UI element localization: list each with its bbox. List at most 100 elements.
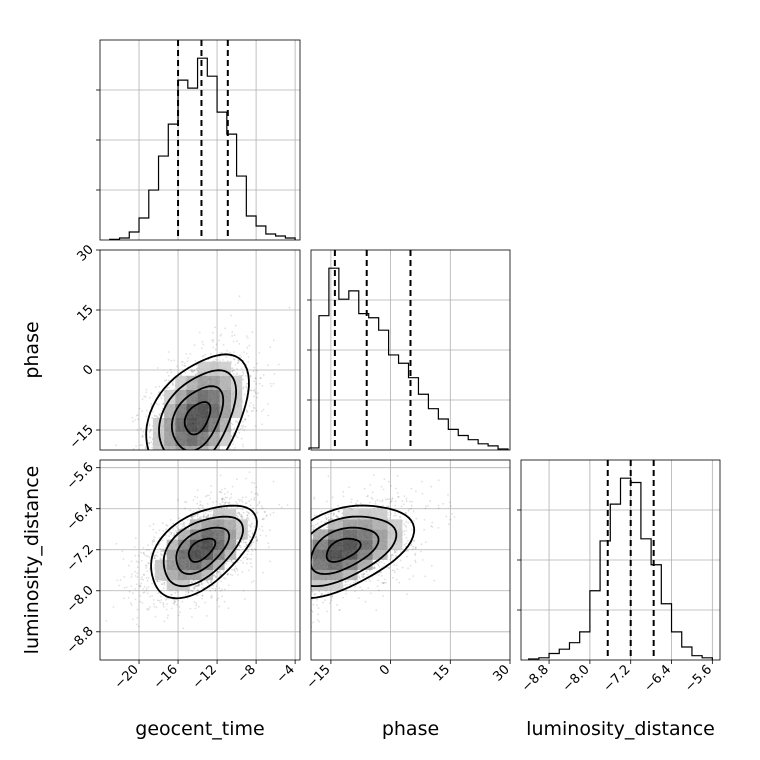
scatter-point <box>180 471 182 473</box>
scatter-point <box>180 527 183 530</box>
scatter-point <box>225 563 228 565</box>
scatter-point <box>210 485 213 487</box>
scatter-point <box>210 594 213 597</box>
scatter-point <box>148 556 151 559</box>
scatter-point <box>179 480 181 482</box>
scatter-point <box>193 514 196 517</box>
scatter-point <box>177 499 179 501</box>
scatter-point <box>242 541 245 544</box>
scatter-point <box>173 503 175 505</box>
scatter-point <box>194 463 196 465</box>
scatter-point <box>233 569 236 572</box>
scatter-point <box>222 497 224 500</box>
scatter-point <box>217 571 220 573</box>
scatter-point <box>286 504 289 506</box>
scatter-point <box>171 462 173 464</box>
scatter-point <box>162 486 164 488</box>
scatter-point <box>205 516 208 519</box>
scatter-point <box>209 352 212 355</box>
scatter-point <box>194 495 197 498</box>
scatter-point <box>161 539 164 542</box>
scatter-point <box>203 458 205 460</box>
panel-content <box>115 295 291 505</box>
hist-panel-frame <box>520 459 721 661</box>
scatter-point <box>204 512 207 515</box>
scatter-point <box>167 374 170 377</box>
scatter-point <box>105 620 108 622</box>
scatter-point <box>202 516 205 519</box>
scatter-point <box>164 598 167 601</box>
scatter-point <box>209 451 211 453</box>
scatter-point <box>213 466 215 468</box>
density-cell <box>219 432 232 447</box>
scatter-point <box>193 485 195 487</box>
scatter-point <box>145 458 147 460</box>
scatter-point <box>234 471 236 473</box>
scatter-point <box>169 451 171 453</box>
scatter-point <box>148 442 150 444</box>
scatter-point <box>194 450 196 452</box>
scatter-point <box>173 532 176 535</box>
scatter-point <box>220 482 222 484</box>
scatter-point <box>141 434 144 437</box>
scatter-point <box>248 405 251 407</box>
scatter-point <box>178 606 181 608</box>
scatter-point <box>249 504 252 506</box>
scatter-point <box>219 352 221 355</box>
scatter-point <box>144 499 146 501</box>
scatter-point <box>261 410 263 413</box>
scatter-point <box>246 510 248 513</box>
scatter-point <box>159 502 161 504</box>
density-cell <box>197 375 209 390</box>
scatter-point <box>212 451 214 453</box>
scatter-point <box>171 476 173 478</box>
scatter-point <box>243 351 245 354</box>
scatter-point <box>238 431 241 434</box>
scatter-point <box>186 451 188 453</box>
scatter-point <box>145 391 148 394</box>
scatter-point <box>202 451 204 453</box>
scatter-point <box>160 583 163 585</box>
scatter-point <box>173 601 176 604</box>
scatter-point <box>146 592 149 595</box>
scatter-point <box>208 475 210 477</box>
scatter-point <box>252 409 255 412</box>
scatter-point <box>162 393 165 396</box>
scatter-point <box>143 591 146 594</box>
scatter-point <box>236 340 238 343</box>
scatter-point <box>227 607 230 610</box>
scatter-panel-geocent_time-luminosity_distance: −8.8−8.0−7.2−6.4−5.6−20 −16 −12 −8 −4 <box>64 459 301 692</box>
scatter-point <box>207 462 209 464</box>
scatter-point <box>202 354 205 357</box>
scatter-point <box>250 565 253 568</box>
scatter-point <box>176 531 178 534</box>
scatter-point <box>239 428 242 430</box>
hist-panel-frame <box>310 249 511 451</box>
scatter-point <box>166 455 168 457</box>
scatter-point <box>171 593 173 596</box>
scatter-point <box>179 451 181 453</box>
scatter-point <box>251 481 253 484</box>
scatter-point <box>122 558 125 560</box>
scatter-point <box>195 451 197 453</box>
scatter-point <box>172 477 174 479</box>
scatter-point <box>160 599 163 601</box>
scatter-point <box>161 452 163 454</box>
scatter-point <box>241 374 244 377</box>
scatter-point <box>145 447 148 450</box>
scatter-point <box>242 445 245 448</box>
scatter-point <box>152 528 155 531</box>
scatter-point <box>253 580 255 582</box>
scatter-point <box>240 367 243 370</box>
scatter-point <box>158 542 161 545</box>
scatter-point <box>235 567 238 570</box>
scatter-point <box>200 583 203 586</box>
scatter-point <box>221 464 223 466</box>
scatter-point <box>238 549 241 551</box>
density-cell <box>219 361 232 376</box>
scatter-point <box>191 368 193 371</box>
scatter-point <box>140 551 143 554</box>
scatter-point <box>152 523 155 526</box>
scatter-point <box>245 477 248 480</box>
scatter-point <box>169 451 171 453</box>
